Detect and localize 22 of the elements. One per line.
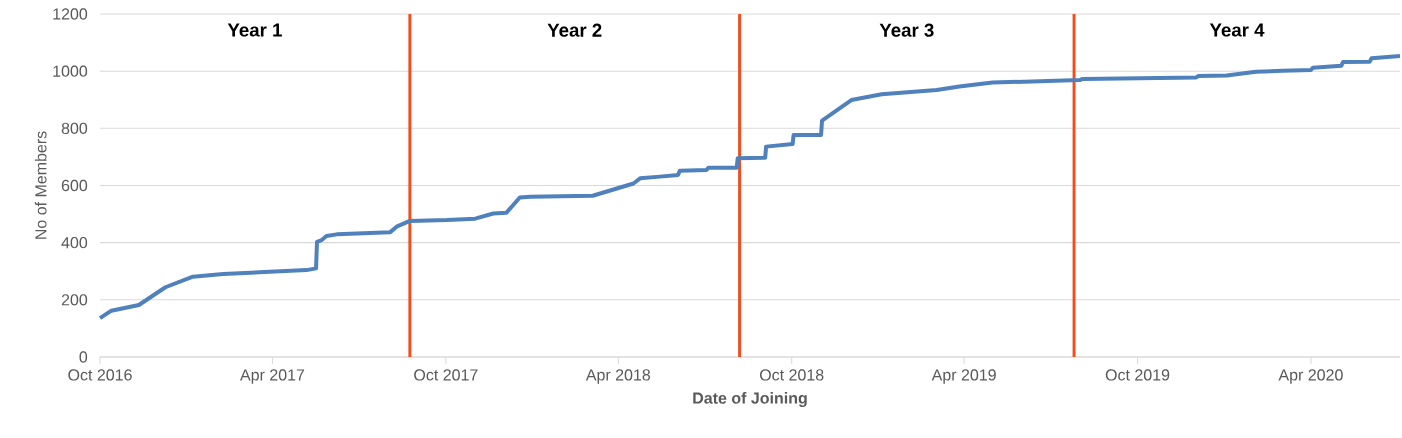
x-tick-label: Oct 2016 (68, 369, 132, 381)
annotation: Year 4 (1209, 23, 1265, 37)
x-tick-label: Apr 2019 (931, 369, 996, 384)
annotation: Year 2 (547, 23, 602, 37)
annotation: Year 3 (879, 23, 934, 37)
y-tick-label: 800 (61, 122, 88, 134)
y-tick-label: 600 (61, 179, 88, 192)
y-axis-title: No of Members (34, 131, 47, 239)
y-tick-label: 1000 (53, 65, 88, 77)
y-tick-label: 0 (79, 351, 88, 363)
x-tick-label: Apr 2020 (1278, 369, 1343, 384)
line-series (98, 54, 1402, 321)
y-tick-label: 1200 (53, 8, 88, 20)
x-tick-label: Oct 2018 (759, 369, 824, 381)
x-tick-label: Oct 2019 (1105, 369, 1170, 381)
x-tick-label: Apr 2018 (585, 369, 651, 384)
x-tick-label: Oct 2017 (414, 369, 478, 381)
y-tick-label: 400 (61, 237, 88, 249)
y-tick-label: 200 (61, 294, 88, 306)
x-axis-title: Date of Joining (693, 392, 807, 407)
annotation: Year 1 (227, 23, 282, 37)
x-tick-label: Apr 2017 (240, 369, 305, 384)
